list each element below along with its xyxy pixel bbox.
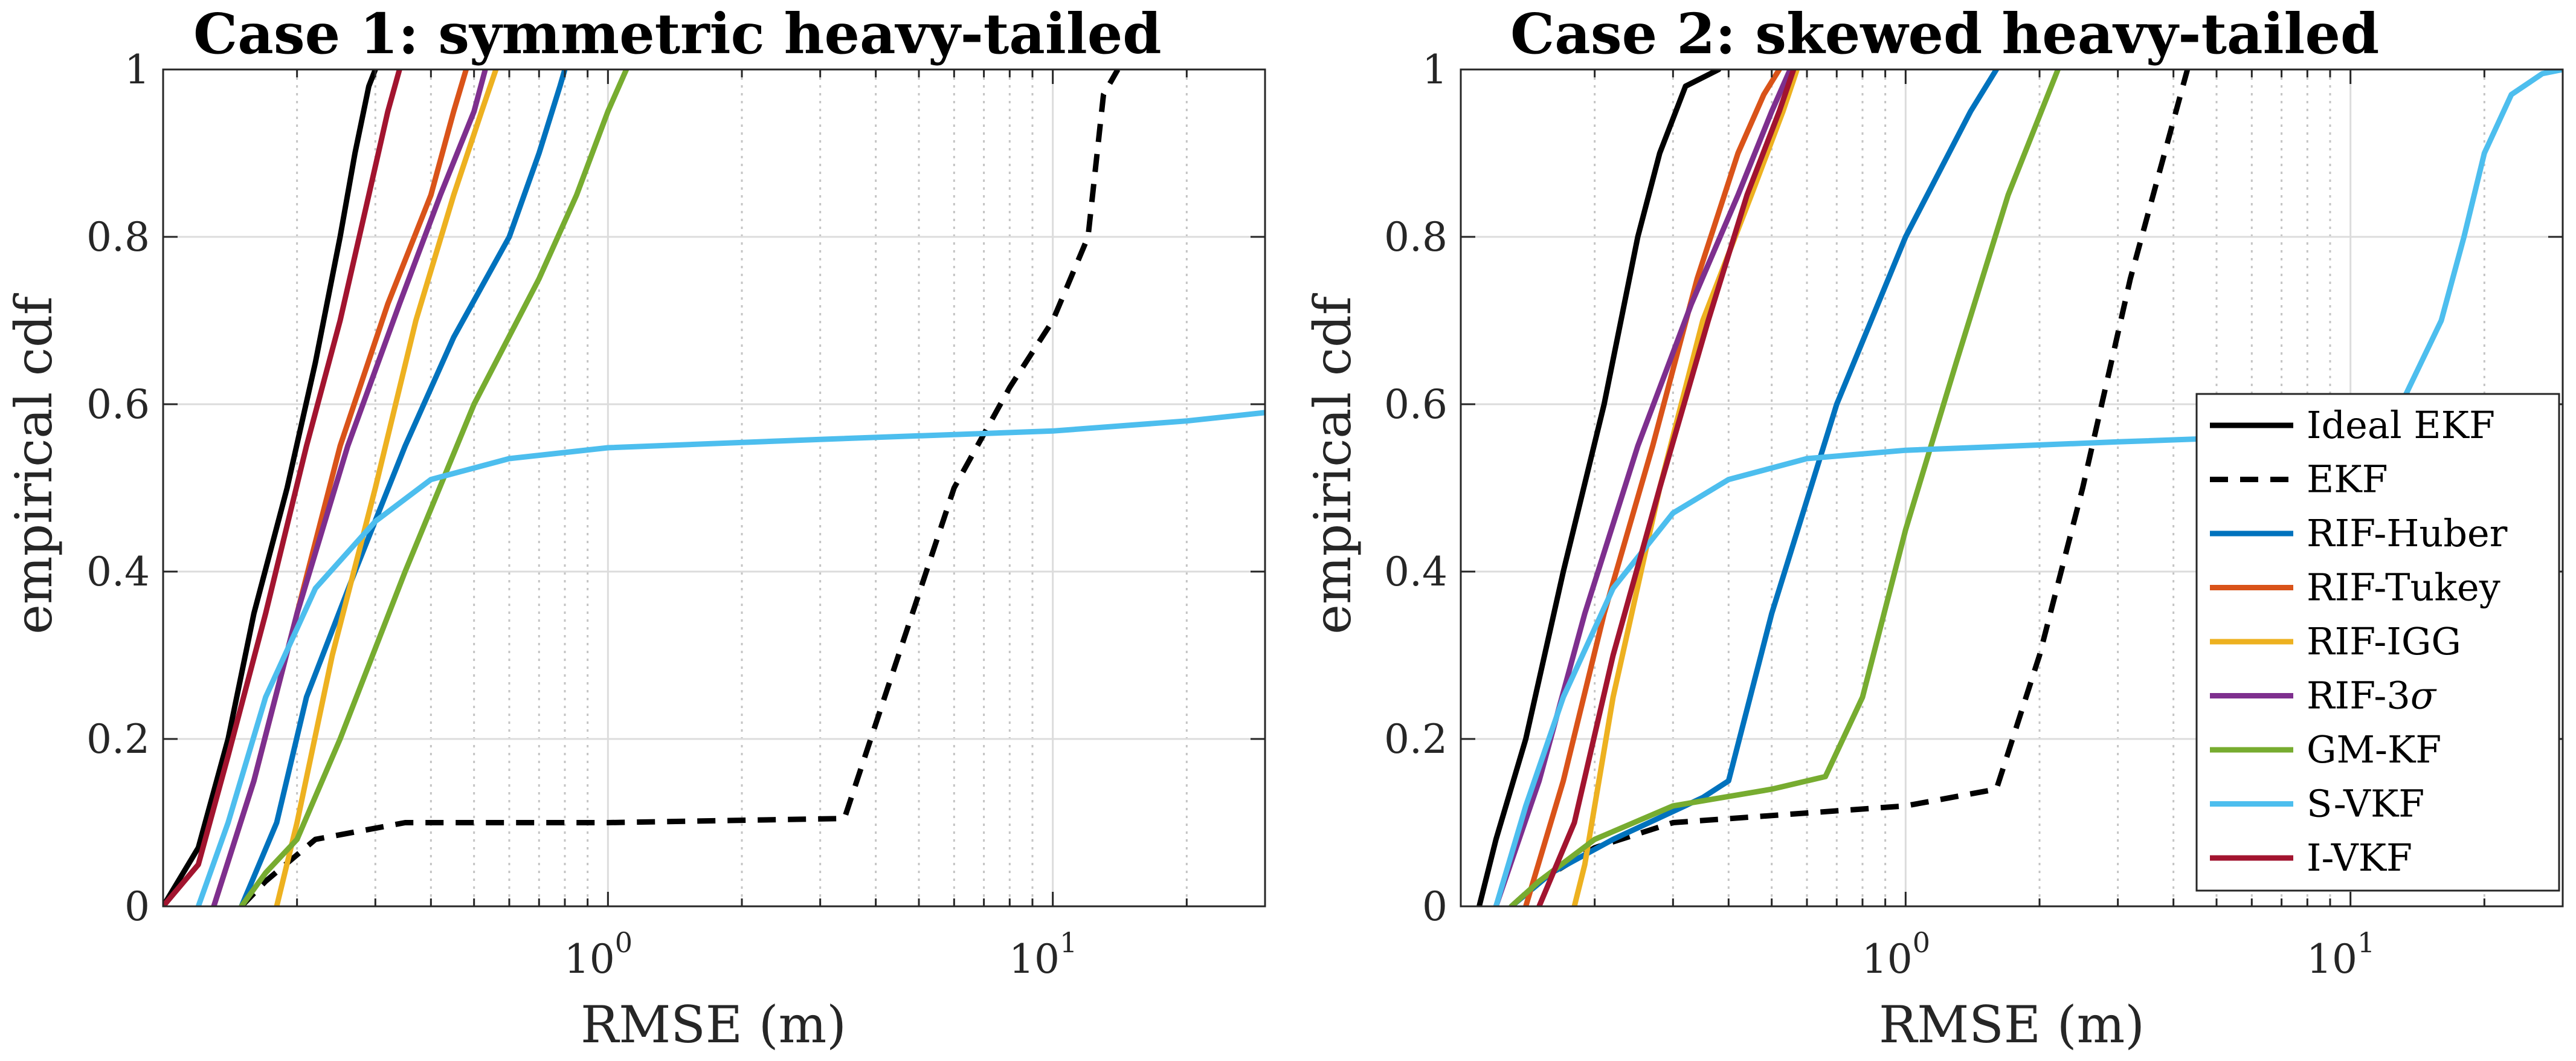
series-line-I-VKF xyxy=(163,69,402,906)
y-axis-label: empirical cdf xyxy=(1303,292,1362,634)
series-line-EKF xyxy=(1509,69,2191,906)
axes-box xyxy=(162,68,1266,908)
y-tick-label: 0.8 xyxy=(1384,214,1447,260)
series-line-RIF-3σ xyxy=(211,69,488,906)
legend: Ideal EKF EKF RIF-Huber RIF-Tukey RIF-IGG RIF… xyxy=(2195,393,2560,892)
y-tick-label: 0 xyxy=(124,883,150,930)
x-tick-label: 100 xyxy=(1862,926,1930,982)
legend-label: GM-KF xyxy=(2307,727,2441,772)
chart-title: Case 1: symmetric heavy-tailed xyxy=(193,1,1162,66)
series-line-S-VKF xyxy=(195,410,1265,906)
series-line-GM-KF xyxy=(1509,69,2061,906)
x-tick-label: 101 xyxy=(1009,926,1077,982)
y-tick-label: 1 xyxy=(1422,47,1447,93)
series-line-RIF-IGG xyxy=(1571,69,1800,906)
legend-label: RIF-IGG xyxy=(2307,619,2461,663)
series-line-GM-KF xyxy=(239,69,630,906)
y-tick-label: 0.2 xyxy=(1384,716,1447,763)
legend-label: RIF-3σ xyxy=(2307,674,2437,718)
series-line-S-VKF xyxy=(1493,69,2563,906)
chart-panel-case-1: Case 1: symmetric heavy-tailed RMSE (m) … xyxy=(4,1,1266,1054)
legend-label: Ideal EKF xyxy=(2307,403,2495,447)
y-tick-label: 0.4 xyxy=(1384,549,1447,595)
y-tick-label: 0.2 xyxy=(86,716,150,763)
legend-label: S-VKF xyxy=(2307,782,2424,826)
legend-label: I-VKF xyxy=(2307,836,2412,880)
y-tick-label: 0.6 xyxy=(86,381,150,428)
legend-label: RIF-Huber xyxy=(2307,511,2508,555)
series-line-Ideal EKF xyxy=(1476,69,1722,906)
x-axis-label: RMSE (m) xyxy=(581,995,846,1054)
x-tick-label: 100 xyxy=(564,926,633,982)
x-tick-label: 101 xyxy=(2307,926,2375,982)
y-tick-label: 0.4 xyxy=(86,549,150,595)
series-line-RIF-Tukey xyxy=(1523,69,1782,906)
series-line-EKF xyxy=(239,69,1121,906)
series-line-Ideal EKF xyxy=(163,69,378,906)
legend-label: RIF-Tukey xyxy=(2307,566,2500,610)
series-line-RIF-Huber xyxy=(239,69,568,906)
series-line-I-VKF xyxy=(1536,69,1797,906)
y-tick-label: 0.8 xyxy=(86,214,150,260)
series-line-RIF-IGG xyxy=(274,69,499,906)
chart-panel-case-2: Case 2: skewed heavy-tailed RMSE (m) emp… xyxy=(1303,1,2564,1054)
series-group xyxy=(1476,69,2563,906)
tick-marks xyxy=(163,68,1265,908)
y-tick-label: 0 xyxy=(1422,883,1447,930)
y-tick-label: 1 xyxy=(124,47,150,93)
axes-box xyxy=(1460,68,2564,908)
y-axis-label: empirical cdf xyxy=(4,292,63,634)
chart-title: Case 2: skewed heavy-tailed xyxy=(1510,1,2379,66)
series-line-RIF-Huber xyxy=(1509,69,2000,906)
x-axis-label: RMSE (m) xyxy=(1879,995,2145,1054)
legend-label: EKF xyxy=(2307,457,2388,501)
y-tick-label: 0.6 xyxy=(1384,381,1447,428)
series-group xyxy=(163,69,1265,906)
